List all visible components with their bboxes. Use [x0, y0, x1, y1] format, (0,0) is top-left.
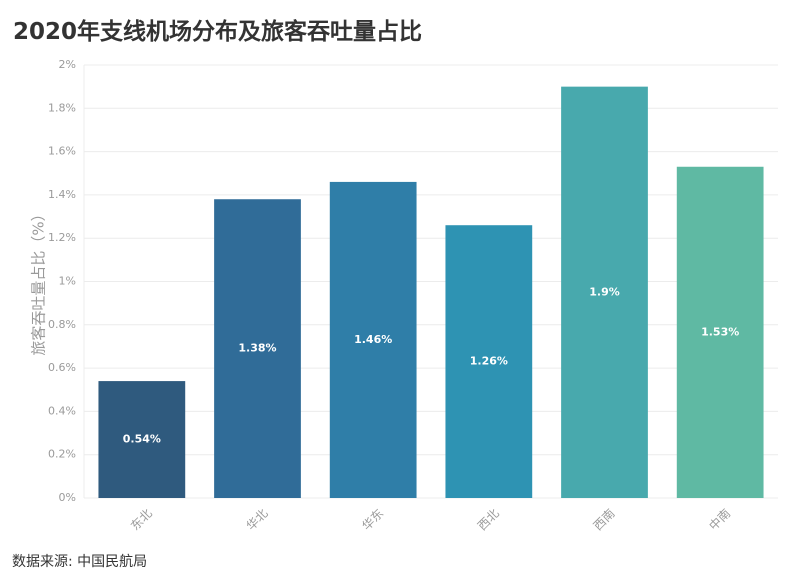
y-tick-label: 1%: [59, 275, 76, 288]
y-tick-label: 1.4%: [48, 188, 76, 201]
bar: [445, 225, 533, 498]
y-tick-label: 0.8%: [48, 318, 76, 331]
grid-lines: [83, 64, 778, 499]
y-tick-label: 1.8%: [48, 101, 76, 114]
y-tick-label: 0.4%: [48, 404, 76, 417]
data-label: 1.53%: [701, 325, 739, 338]
bar: [561, 86, 648, 499]
x-tick-label: 华北: [244, 506, 271, 533]
y-tick-label: 1.2%: [48, 231, 76, 244]
data-label: 1.9%: [589, 285, 620, 298]
data-label: 1.46%: [354, 333, 392, 346]
bar: [214, 199, 301, 499]
y-tick-label: 2%: [59, 58, 76, 71]
y-axis-label: 旅客吞吐量占比（%）: [30, 206, 48, 355]
x-tick-label: 西北: [475, 506, 502, 533]
x-axis-ticks: 东北 华北 华东 西北 西南 中南: [128, 505, 733, 533]
data-label: 1.38%: [238, 342, 276, 355]
bar: [676, 166, 764, 498]
data-label: 1.26%: [470, 355, 508, 368]
source-note: 数据来源: 中国民航局: [12, 554, 148, 570]
data-label: 0.54%: [123, 433, 161, 446]
bar: [98, 381, 186, 498]
x-tick-label: 东北: [128, 506, 155, 533]
x-tick-label: 华东: [359, 506, 386, 533]
x-tick-label: 中南: [706, 505, 734, 533]
y-tick-label: 0.2%: [48, 448, 76, 461]
bars: [98, 86, 764, 499]
bar: [329, 181, 417, 498]
y-axis-ticks: 0% 0.2% 0.4% 0.6% 0.8% 1% 1.2% 1.4% 1.6% 1.8% 2%: [48, 58, 76, 504]
data-labels: 0.54% 1.38% 1.46% 1.26% 1.9% 1.53%: [123, 285, 740, 445]
y-tick-label: 0.6%: [48, 361, 76, 374]
y-tick-label: 1.6%: [48, 145, 76, 158]
y-tick-label: 0%: [59, 491, 76, 504]
chart-title: 2020年支线机场分布及旅客吞吐量占比: [13, 19, 423, 45]
x-tick-label: 西南: [590, 505, 618, 533]
